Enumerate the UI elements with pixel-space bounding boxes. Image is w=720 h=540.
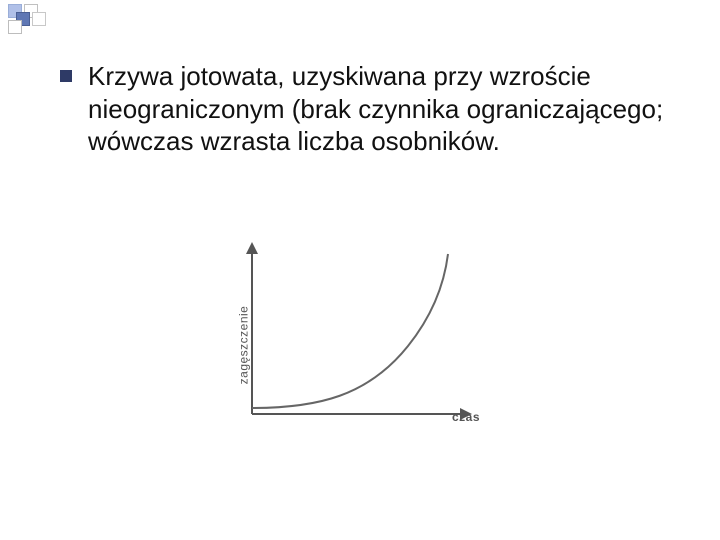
deco-square [8,20,22,34]
content-text-block: Krzywa jotowata, uzyskiwana przy wzrości… [60,60,668,158]
chart-y-axis-label: zagęszczenie [236,306,250,385]
deco-square [32,12,46,26]
slide: Krzywa jotowata, uzyskiwana przy wzrości… [0,0,720,540]
square-bullet-icon [60,70,72,82]
paragraph-text: Krzywa jotowata, uzyskiwana przy wzrości… [88,60,668,158]
bullet-item: Krzywa jotowata, uzyskiwana przy wzrości… [60,60,668,158]
j-curve-chart: zagęszczenie czas [208,236,488,446]
chart-x-axis-label: czas [452,410,480,424]
